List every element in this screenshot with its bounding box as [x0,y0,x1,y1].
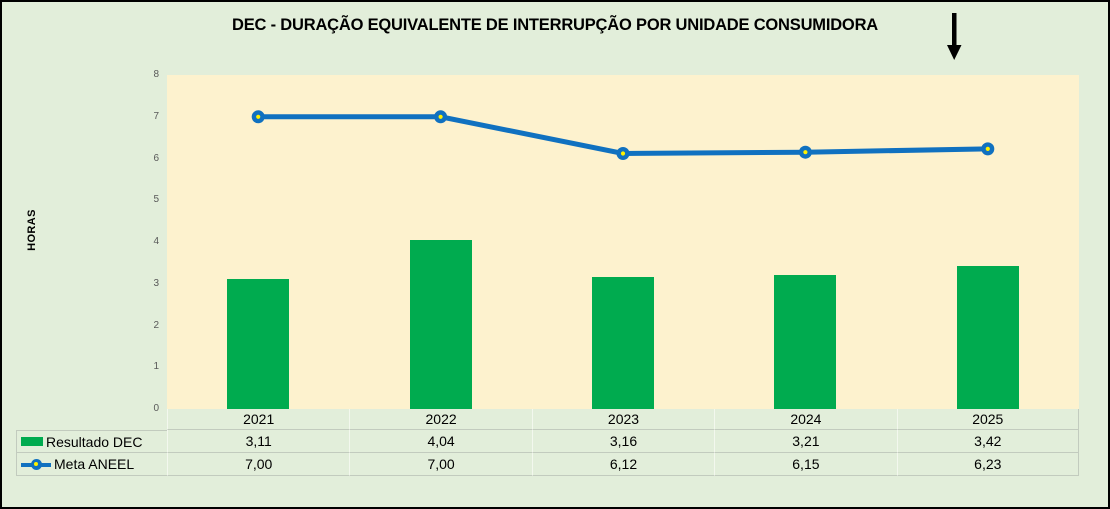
year-cell-2023: 2023 [531,409,715,430]
down-arrow-icon [947,13,962,60]
line-series [251,110,995,160]
y-tick-label-3: 3 [153,277,159,289]
legend-label: Resultado DEC [46,433,143,450]
bar-2022 [409,240,472,409]
resultado-dec-value-2024: 3,21 [714,430,897,453]
bar-2023 [592,277,654,409]
line-marker-center [803,150,808,155]
resultado-dec-value-2022: 4,04 [349,430,532,453]
plot-area [167,75,1079,409]
line-marker-center [985,146,990,151]
resultado-dec-value-2021: 3,11 [167,430,350,453]
y-tick-label-8: 8 [153,69,159,80]
y-axis-title: HORAS [26,209,39,251]
table-corner [16,409,167,430]
year-cell-2024: 2024 [714,409,897,430]
y-tick-label-7: 7 [153,110,159,122]
year-cell-2025: 2025 [896,409,1079,430]
year-cell-2021: 2021 [167,409,350,430]
y-tick-label-0: 0 [153,403,159,414]
legend-item-meta-aneel: Meta ANEEL [16,453,167,476]
data-table: 2021 2022 2023 2024 2025 Resultado DEC 3,11 4,0… [16,409,1079,476]
legend-label: Meta ANEEL [54,456,135,472]
meta-aneel-value-2024: 6,15 [714,453,897,476]
bar-2021 [227,279,290,409]
legend-item-resultado-dec: Resultado DEC [16,430,167,453]
bar-series [167,75,1079,409]
line-marker-center [438,114,443,119]
chart-title: DEC - DURAÇÃO EQUIVALENTE DE INTERRUPÇÃO… [232,16,878,34]
bar-2024 [774,274,837,409]
line-marker-center [256,114,261,119]
meta-aneel-value-2025: 6,23 [896,453,1079,476]
y-tick-label-1: 1 [153,361,159,373]
resultado-dec-value-2023: 3,16 [531,430,715,453]
title-row: DEC - DURAÇÃO EQUIVALENTE DE INTERRUPÇÃO… [2,16,1108,35]
meta-aneel-value-2022: 7,00 [349,453,532,476]
resultado-dec-value-2025: 3,42 [896,430,1079,453]
y-tick-label-6: 6 [153,152,159,164]
bar-legend-swatch [21,437,43,446]
y-tick-label-5: 5 [153,194,159,206]
meta-aneel-value-2023: 6,12 [531,453,715,476]
meta-aneel-value-2021: 7,00 [167,453,350,476]
year-cell-2022: 2022 [349,409,532,430]
line-marker-center [620,151,626,156]
y-tick-label-4: 4 [153,236,159,247]
line-legend-swatch [21,458,51,470]
bar-2025 [956,266,1019,409]
y-tick-label-2: 2 [153,319,159,331]
